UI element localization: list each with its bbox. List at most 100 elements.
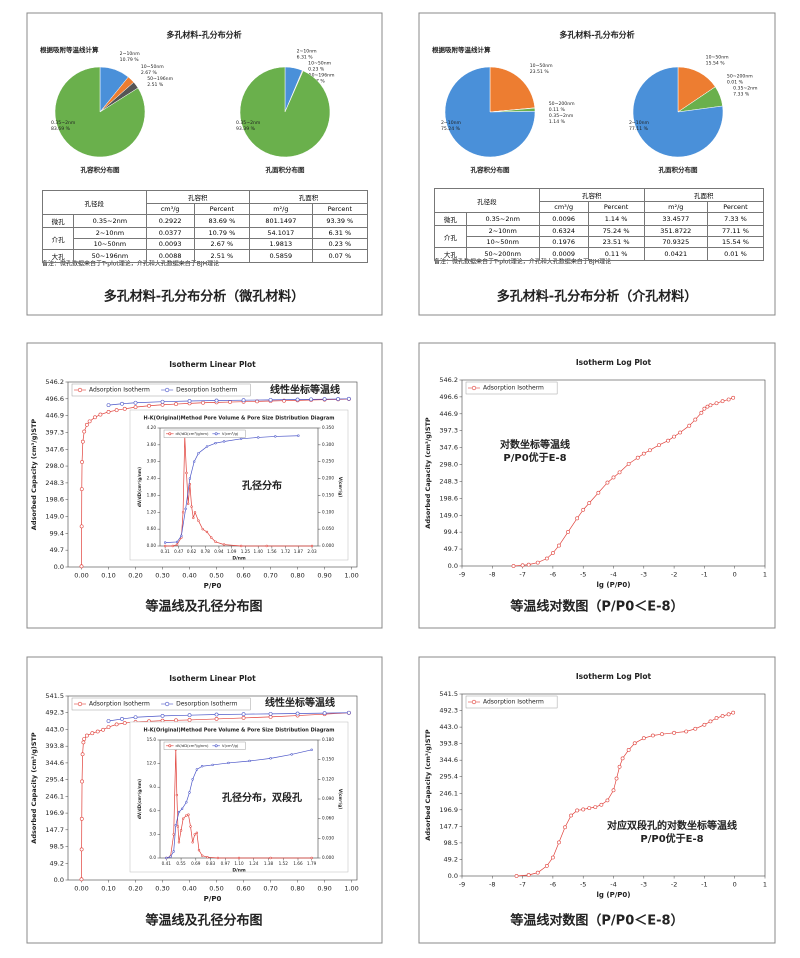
x-tick-label: 0.97 bbox=[221, 861, 231, 866]
marker bbox=[596, 490, 601, 495]
marker bbox=[160, 713, 165, 718]
x-tick-label: 0.30 bbox=[155, 885, 169, 893]
y2-tick-label: 0.000 bbox=[322, 543, 334, 548]
marker bbox=[617, 764, 622, 769]
marker bbox=[290, 753, 293, 756]
x-tick-label: 0.78 bbox=[201, 549, 211, 554]
legend-swatch bbox=[165, 387, 170, 393]
marker bbox=[297, 434, 300, 437]
marker bbox=[702, 722, 707, 727]
marker bbox=[106, 725, 111, 729]
legend-label: Desorption Isotherm bbox=[176, 387, 238, 394]
marker bbox=[214, 717, 219, 721]
marker bbox=[163, 544, 167, 548]
panel-title: 多孔材料-孔分布分析 bbox=[166, 30, 241, 40]
panel-frame bbox=[26, 656, 383, 944]
x-tick-label: 1.09 bbox=[227, 549, 237, 554]
panel-note: 备注：微孔数据来自于T-plot理论，介孔和大孔数据来自于BJH理论 bbox=[434, 258, 611, 266]
y-tick-label: 443.0 bbox=[45, 725, 64, 733]
x-tick-label: -1 bbox=[701, 881, 707, 889]
marker bbox=[268, 397, 273, 402]
x-tick-label: -4 bbox=[610, 881, 616, 889]
marker bbox=[720, 714, 725, 718]
y-tick-label: 196.9 bbox=[45, 809, 64, 817]
pie-label: 50~196nm bbox=[309, 73, 335, 79]
marker bbox=[188, 477, 192, 480]
marker bbox=[544, 864, 549, 868]
y-tick-label: 347.6 bbox=[439, 444, 458, 452]
legend-swatch bbox=[77, 701, 83, 707]
y-tick-label: 198.6 bbox=[439, 494, 458, 502]
marker bbox=[181, 511, 185, 514]
marker bbox=[714, 401, 719, 406]
x-tick-label: 0.83 bbox=[206, 861, 216, 866]
x-tick-label: -1 bbox=[701, 571, 707, 579]
series-line bbox=[108, 712, 349, 722]
marker bbox=[133, 405, 138, 410]
x-tick-label: -4 bbox=[610, 571, 616, 579]
marker bbox=[650, 733, 655, 738]
marker bbox=[239, 437, 243, 440]
marker bbox=[731, 710, 736, 715]
marker bbox=[106, 719, 111, 723]
x-axis-label: lg (P/P0) bbox=[597, 891, 631, 899]
marker bbox=[563, 825, 567, 830]
marker bbox=[82, 429, 87, 434]
marker bbox=[80, 752, 85, 757]
marker bbox=[641, 736, 646, 741]
x-tick-label: 0.10 bbox=[101, 885, 115, 893]
marker bbox=[626, 461, 631, 466]
marker bbox=[346, 396, 351, 401]
y-tick-label: 246.1 bbox=[439, 789, 458, 797]
table-cell: 0.0096 bbox=[538, 212, 589, 226]
marker bbox=[98, 412, 103, 417]
panel-frame bbox=[26, 342, 383, 629]
x-tick-label: 0.00 bbox=[74, 885, 88, 893]
table-cell: 351.8722 bbox=[643, 225, 708, 237]
marker bbox=[699, 410, 704, 415]
marker bbox=[197, 848, 201, 852]
x-tick-label: 0.60 bbox=[236, 572, 250, 580]
table-cell: 10~50nm bbox=[465, 236, 540, 248]
marker bbox=[268, 714, 273, 719]
marker bbox=[666, 438, 670, 443]
chart-title: H-K(Original)Method Pore Volume & Pore S… bbox=[144, 416, 335, 422]
y2-tick-label: 0.090 bbox=[322, 796, 334, 801]
marker bbox=[708, 403, 713, 408]
table-cell: 孔容积 bbox=[538, 188, 645, 202]
y-tick-label: 196.9 bbox=[439, 806, 458, 814]
plot-frame bbox=[461, 379, 766, 567]
y2-tick-label: 0.350 bbox=[322, 425, 334, 430]
x-tick-label: -7 bbox=[519, 881, 525, 889]
marker bbox=[587, 806, 592, 811]
marker bbox=[101, 727, 106, 732]
legend-box bbox=[163, 429, 246, 438]
chart-title: Isotherm Linear Plot bbox=[169, 360, 256, 369]
pie-label: 10~50nm bbox=[141, 64, 164, 70]
table-cell: 孔面积 bbox=[249, 190, 368, 204]
y-axis-label: Adsorbed Capacity (cm³/g)STP bbox=[424, 417, 432, 529]
y2-tick-label: 0.150 bbox=[322, 492, 334, 497]
marker bbox=[210, 536, 213, 539]
y-tick-label: 4.20 bbox=[147, 425, 157, 430]
table-cell: 大孔 bbox=[41, 249, 75, 263]
marker bbox=[241, 712, 246, 717]
y-tick-label: 12.0 bbox=[147, 761, 157, 766]
panel-caption: 等温线及孔径分布图 bbox=[144, 599, 262, 615]
legend-swatch bbox=[471, 385, 477, 391]
marker bbox=[174, 824, 178, 827]
table-cell: 10.79 % bbox=[193, 227, 251, 239]
table-cell: 0.0009 bbox=[538, 247, 589, 261]
annotation: P/P0优于E-8 bbox=[503, 451, 566, 464]
x-tick-label: 1.24 bbox=[249, 861, 259, 866]
x-tick-label: 1.25 bbox=[241, 549, 251, 554]
marker bbox=[222, 543, 226, 546]
panel-note: 备注：微孔数据来自于T-plot理论，介孔和大孔数据来自于BJH理论 bbox=[42, 260, 219, 268]
legend-swatch bbox=[168, 744, 172, 748]
marker bbox=[693, 726, 698, 731]
panel-frame bbox=[418, 12, 776, 316]
x-tick-label: -2 bbox=[671, 571, 677, 579]
marker bbox=[200, 854, 204, 857]
legend-swatch bbox=[165, 701, 170, 707]
y-tick-label: 147.7 bbox=[45, 826, 64, 834]
